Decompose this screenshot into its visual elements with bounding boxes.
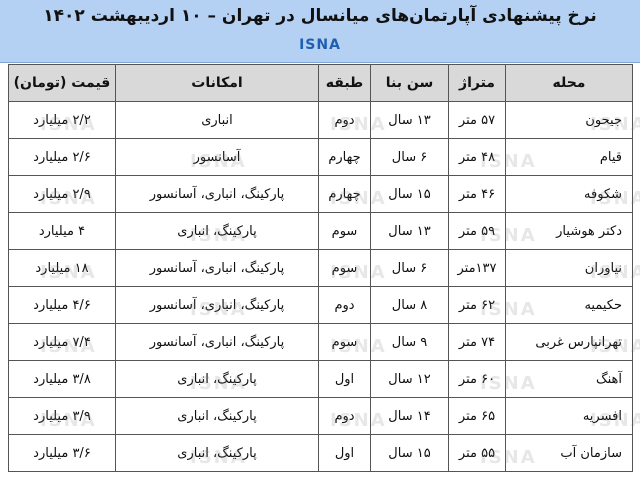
table-wrap: محله متراژ سن بنا طبقه امکانات قیمت (تومان) ج…	[8, 64, 633, 472]
table-row: تهرانپارس غربی ۷۴ متر ۹ سال سوم پارکینگ، انب…	[8, 323, 633, 361]
table-row: حکیمیه ۶۲ متر ۸ سال دوم پارکینگ، انباری، آسا…	[8, 286, 633, 324]
table-cell: ۶۲ متر	[448, 286, 506, 324]
table-cell: پارکینگ، انباری، آسانسور	[115, 249, 319, 287]
table-cell: ۱۴ سال	[370, 397, 449, 435]
table-cell: ۱۸ میلیارد	[8, 249, 116, 287]
table-cell: ۸ سال	[370, 286, 449, 324]
table-cell: ۵۷ متر	[448, 101, 506, 139]
table-cell: شکوفه	[505, 175, 633, 213]
table-cell: دوم	[318, 286, 371, 324]
table-cell: ۵۹ متر	[448, 212, 506, 250]
column-header: متراژ	[448, 64, 506, 102]
table-cell: ۱۳ سال	[370, 212, 449, 250]
table-cell: ۶۵ متر	[448, 397, 506, 435]
column-header: قیمت (تومان)	[8, 64, 116, 102]
title: نرخ پیشنهادی آپارتمان‌های میانسال در تهر…	[43, 6, 597, 26]
header-row: محله متراژ سن بنا طبقه امکانات قیمت (تومان)	[8, 64, 633, 102]
table-cell: ۱۳ سال	[370, 101, 449, 139]
table-cell: دوم	[318, 101, 371, 139]
table-cell: سوم	[318, 249, 371, 287]
table-cell: جیحون	[505, 101, 633, 139]
table-cell: ۴۶ متر	[448, 175, 506, 213]
table-row: نیاوران ۱۳۷متر ۶ سال سوم پارکینگ، انباری، آس…	[8, 249, 633, 287]
table-cell: ۱۵ سال	[370, 175, 449, 213]
table-cell: دکتر هوشیار	[505, 212, 633, 250]
table-cell: ۴۸ متر	[448, 138, 506, 176]
table-row: آهنگ ۶۰ متر ۱۲ سال اول پارکینگ، انباری ۳/۸ می…	[8, 360, 633, 398]
table-cell: پارکینگ، انباری، آسانسور	[115, 323, 319, 361]
column-header: طبقه	[318, 64, 371, 102]
table-cell: ۱۵ سال	[370, 434, 449, 472]
table-cell: ۶ سال	[370, 249, 449, 287]
table-row: افسریه ۶۵ متر ۱۴ سال دوم پارکینگ، انباری ۳/۹ …	[8, 397, 633, 435]
table-cell: انباری	[115, 101, 319, 139]
table-row: جیحون ۵۷ متر ۱۳ سال دوم انباری ۲/۲ میلیارد	[8, 101, 633, 139]
price-table: محله متراژ سن بنا طبقه امکانات قیمت (تومان) ج…	[8, 64, 633, 472]
table-cell: پارکینگ، انباری	[115, 212, 319, 250]
table-cell: افسریه	[505, 397, 633, 435]
table-cell: سوم	[318, 212, 371, 250]
table-cell: ۳/۹ میلیارد	[8, 397, 116, 435]
table-cell: ۴ میلیارد	[8, 212, 116, 250]
table-row: دکتر هوشیار ۵۹ متر ۱۳ سال سوم پارکینگ، انبار…	[8, 212, 633, 250]
table-cell: چهارم	[318, 138, 371, 176]
table-cell: حکیمیه	[505, 286, 633, 324]
table-body: جیحون ۵۷ متر ۱۳ سال دوم انباری ۲/۲ میلیارد قیا…	[8, 101, 633, 472]
table-cell: ۴/۶ میلیارد	[8, 286, 116, 324]
table-row: سازمان آب ۵۵ متر ۱۵ سال اول پارکینگ، انباری ۳…	[8, 434, 633, 472]
column-header: محله	[505, 64, 633, 102]
table-cell: سوم	[318, 323, 371, 361]
table-cell: پارکینگ، انباری، آسانسور	[115, 175, 319, 213]
table-cell: پارکینگ، انباری	[115, 434, 319, 472]
table-cell: ۳/۶ میلیارد	[8, 434, 116, 472]
table-cell: سازمان آب	[505, 434, 633, 472]
column-header: سن بنا	[370, 64, 449, 102]
table-row: شکوفه ۴۶ متر ۱۵ سال چهارم پارکینگ، انباری، آ…	[8, 175, 633, 213]
table-cell: ۷/۴ میلیارد	[8, 323, 116, 361]
table-cell: پارکینگ، انباری	[115, 360, 319, 398]
table-cell: آهنگ	[505, 360, 633, 398]
table-cell: دوم	[318, 397, 371, 435]
table-cell: آسانسور	[115, 138, 319, 176]
table-cell: پارکینگ، انباری	[115, 397, 319, 435]
table-cell: ۱۳۷متر	[448, 249, 506, 287]
table-cell: پارکینگ، انباری، آسانسور	[115, 286, 319, 324]
title-bar: نرخ پیشنهادی آپارتمان‌های میانسال در تهر…	[0, 0, 640, 63]
table-cell: اول	[318, 434, 371, 472]
table-cell: چهارم	[318, 175, 371, 213]
table-row: قیام ۴۸ متر ۶ سال چهارم آسانسور ۲/۶ میلیارد	[8, 138, 633, 176]
table-cell: ۳/۸ میلیارد	[8, 360, 116, 398]
table-cell: ۶۰ متر	[448, 360, 506, 398]
table-cell: ۵۵ متر	[448, 434, 506, 472]
table-cell: نیاوران	[505, 249, 633, 287]
table-cell: ۶ سال	[370, 138, 449, 176]
table-cell: ۲/۲ میلیارد	[8, 101, 116, 139]
table-cell: ۹ سال	[370, 323, 449, 361]
table-cell: ۲/۶ میلیارد	[8, 138, 116, 176]
table-cell: ۲/۹ میلیارد	[8, 175, 116, 213]
table-cell: ۱۲ سال	[370, 360, 449, 398]
table-cell: ۷۴ متر	[448, 323, 506, 361]
source: ISNA	[299, 37, 341, 53]
table-cell: اول	[318, 360, 371, 398]
table-cell: قیام	[505, 138, 633, 176]
table-cell: تهرانپارس غربی	[505, 323, 633, 361]
column-header: امکانات	[115, 64, 319, 102]
